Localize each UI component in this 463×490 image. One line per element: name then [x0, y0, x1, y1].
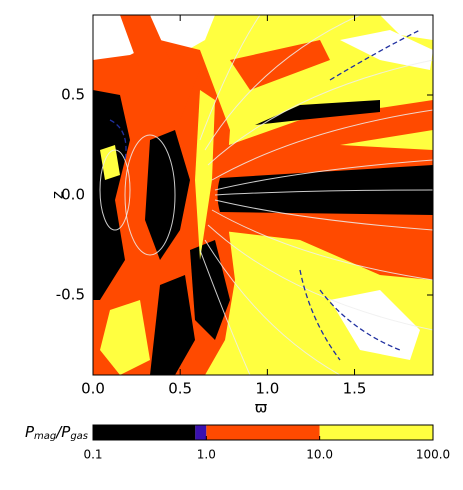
- y-tick-label: 0.0: [61, 186, 85, 204]
- colorbar-segment: [206, 425, 320, 440]
- y-tick-label: -0.5: [56, 286, 85, 304]
- x-axis-label: ϖ: [255, 399, 268, 417]
- field-image: [93, 15, 433, 375]
- colorbar-tick-label: 10.0: [306, 448, 333, 462]
- x-tick-label: 0.0: [81, 380, 105, 398]
- colorbar-segment: [319, 425, 433, 440]
- colorbar-segment: [195, 425, 207, 440]
- x-tick-label: 1.0: [255, 380, 279, 398]
- y-axis-label: z: [49, 191, 67, 199]
- y-tick-label: 0.5: [61, 86, 85, 104]
- colorbar-tick-label: 100.0: [416, 448, 450, 462]
- colorbar-segment: [93, 425, 196, 440]
- x-tick-label: 0.5: [168, 380, 192, 398]
- colorbar-tick-label: 1.0: [197, 448, 216, 462]
- colorbar-tick-label: 0.1: [83, 448, 102, 462]
- colorbar-frame: [92, 424, 434, 441]
- colorbar-label: Pmag/Pgas: [25, 423, 88, 443]
- x-tick-label: 1.5: [343, 380, 367, 398]
